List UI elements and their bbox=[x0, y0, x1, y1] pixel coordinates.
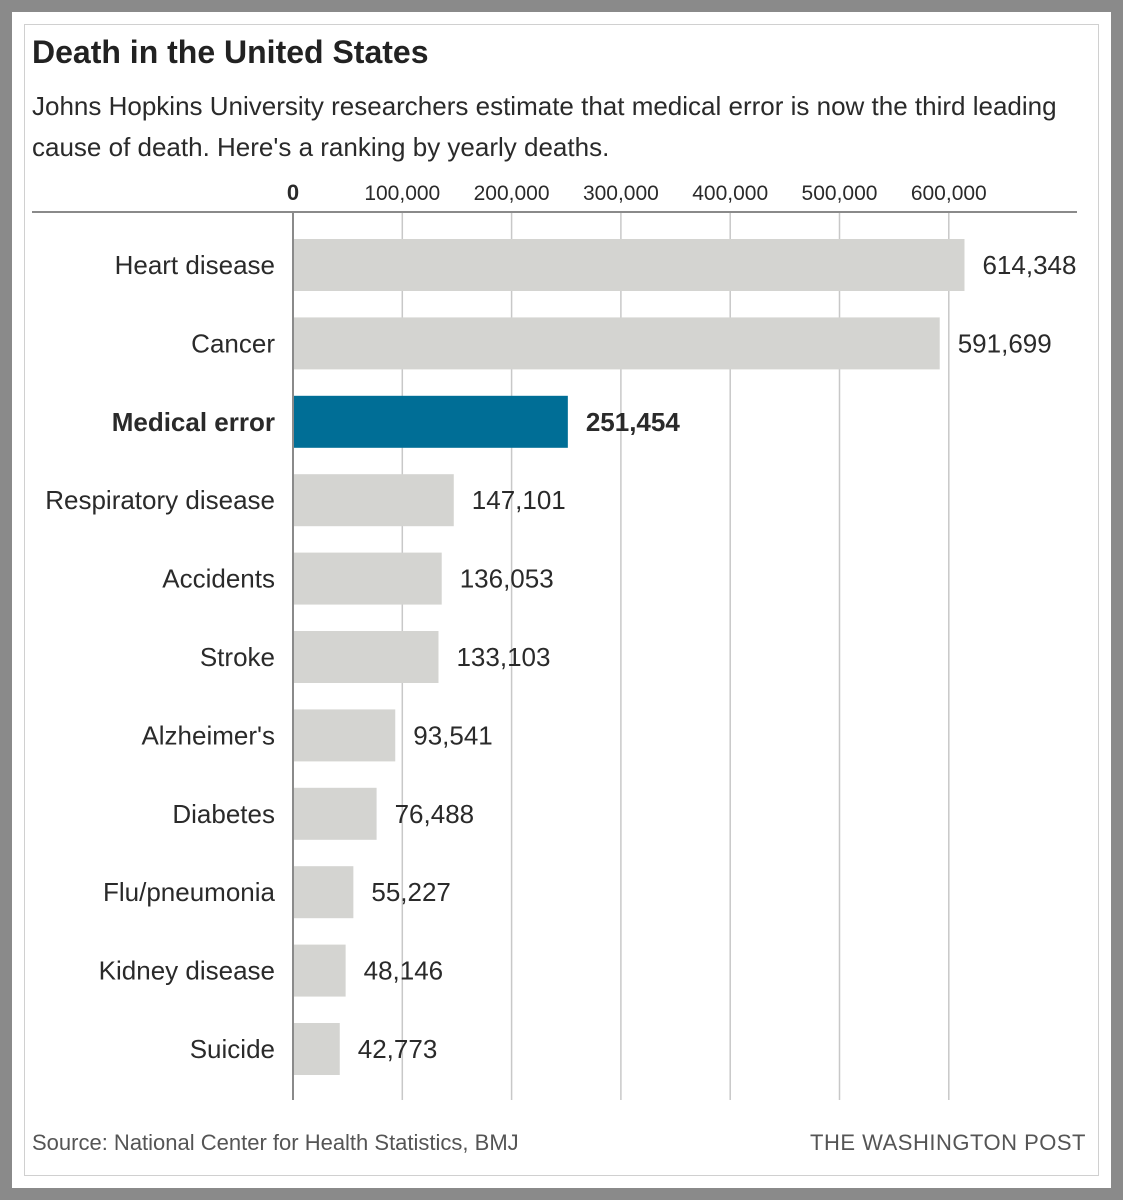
bar-heart-disease bbox=[294, 239, 965, 291]
category-label-cancer: Cancer bbox=[191, 328, 275, 358]
bar-kidney-disease bbox=[294, 944, 346, 997]
bar-stroke bbox=[294, 631, 439, 683]
category-label-kidney-disease: Kidney disease bbox=[99, 956, 275, 986]
x-tick-label: 200,000 bbox=[474, 182, 550, 205]
bar-accidents bbox=[294, 552, 442, 605]
bar-medical-error bbox=[294, 395, 568, 448]
value-label-flu-pneumonia: 55,227 bbox=[371, 877, 451, 907]
bar-respiratory-disease bbox=[294, 474, 454, 527]
value-label-stroke: 133,103 bbox=[456, 642, 550, 672]
category-label-accidents: Accidents bbox=[162, 564, 275, 594]
value-label-medical-error: 251,454 bbox=[586, 407, 681, 437]
bar-cancer bbox=[294, 317, 940, 370]
value-label-suicide: 42,773 bbox=[358, 1034, 438, 1064]
labels: 0 100,000 200,000 300,000 400,000 500,000 600,… bbox=[45, 180, 1076, 1064]
x-tick-label: 0 bbox=[287, 180, 299, 205]
bar-alzheimer-s bbox=[294, 709, 396, 762]
value-label-accidents: 136,053 bbox=[460, 564, 554, 594]
value-label-diabetes: 76,488 bbox=[395, 799, 475, 829]
category-label-suicide: Suicide bbox=[190, 1034, 275, 1064]
category-label-respiratory-disease: Respiratory disease bbox=[45, 485, 275, 515]
source-note: Source: National Center for Health Stati… bbox=[32, 1130, 519, 1155]
publisher-credit: THE WASHINGTON POST bbox=[810, 1130, 1086, 1155]
category-label-alzheimer-s: Alzheimer's bbox=[141, 720, 275, 750]
value-label-kidney-disease: 48,146 bbox=[364, 956, 444, 986]
value-label-heart-disease: 614,348 bbox=[982, 250, 1076, 280]
category-label-flu-pneumonia: Flu/pneumonia bbox=[103, 877, 276, 907]
bar-suicide bbox=[294, 1023, 340, 1075]
bar-flu-pneumonia bbox=[294, 866, 354, 919]
bars bbox=[294, 239, 965, 1075]
x-tick-label: 400,000 bbox=[692, 182, 768, 205]
category-label-heart-disease: Heart disease bbox=[115, 250, 275, 280]
x-tick-label: 100,000 bbox=[364, 182, 440, 205]
category-label-stroke: Stroke bbox=[200, 642, 275, 672]
value-label-cancer: 591,699 bbox=[958, 328, 1052, 358]
chart-title: Death in the United States bbox=[32, 34, 429, 70]
category-label-medical-error: Medical error bbox=[112, 407, 275, 437]
x-tick-label: 600,000 bbox=[911, 182, 987, 205]
category-label-diabetes: Diabetes bbox=[172, 799, 275, 829]
bar-diabetes bbox=[294, 787, 377, 840]
figure-inner-border bbox=[24, 24, 1099, 1176]
value-label-alzheimer-s: 93,541 bbox=[413, 720, 493, 750]
x-tick-label: 500,000 bbox=[802, 182, 878, 205]
chart-subtitle: Johns Hopkins University researchers est… bbox=[32, 91, 1057, 162]
value-label-respiratory-disease: 147,101 bbox=[472, 485, 566, 515]
x-tick-label: 300,000 bbox=[583, 182, 659, 205]
